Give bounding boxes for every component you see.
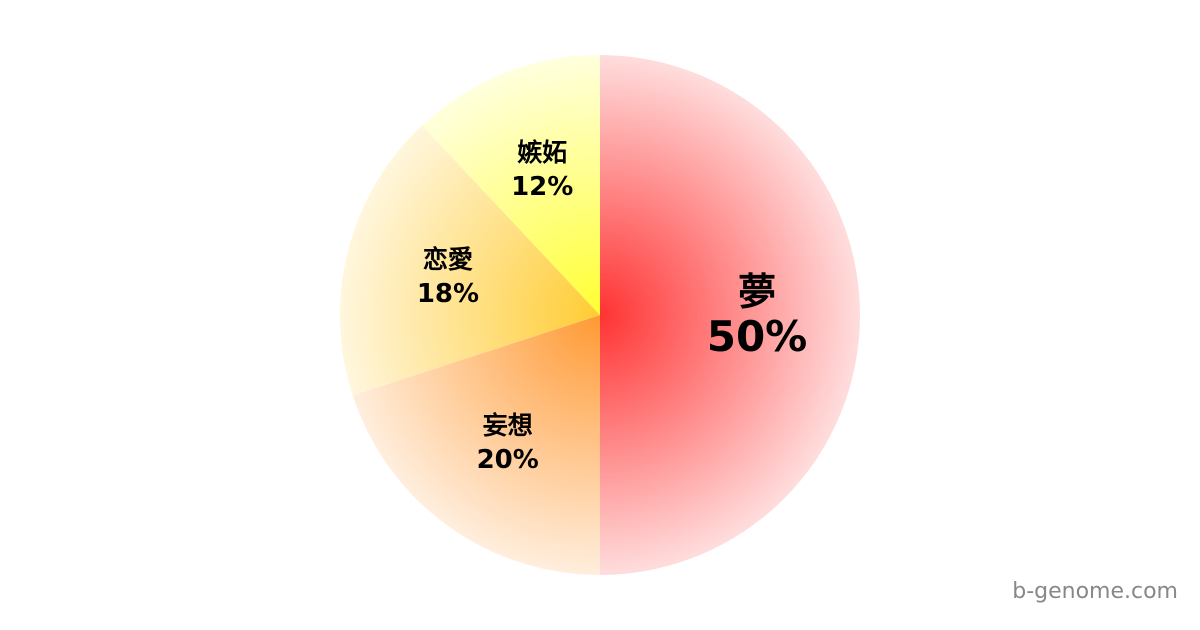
slice-label: 嫉妬 — [517, 138, 567, 167]
pie-slice-2 — [340, 125, 600, 396]
pie-slice-1 — [352, 315, 600, 575]
slice-label: 妄想 — [483, 411, 533, 440]
slice-label: 恋愛 — [423, 245, 473, 274]
slice-value-label: 50% — [707, 312, 808, 361]
pie-slice-0 — [600, 55, 860, 575]
slice-label: 夢 — [738, 270, 776, 314]
slice-value-label: 20% — [477, 445, 539, 475]
watermark: b-genome.com — [1012, 579, 1178, 604]
slice-value-label: 18% — [417, 279, 479, 309]
pie-slice-3 — [422, 54, 600, 315]
slice-value-label: 12% — [511, 172, 573, 202]
